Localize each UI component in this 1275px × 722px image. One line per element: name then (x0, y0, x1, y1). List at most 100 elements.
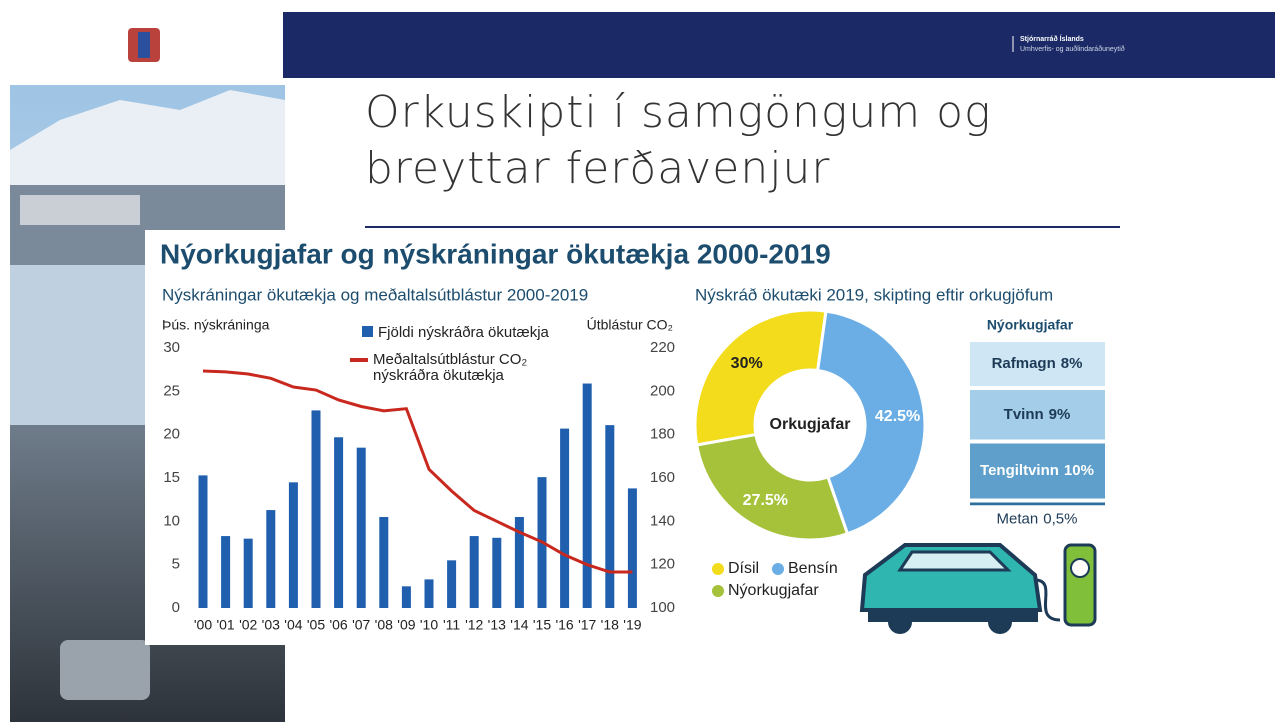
bar (356, 447, 366, 608)
bar (582, 383, 592, 608)
x-tick-label: '13 (488, 617, 506, 633)
donut-slice (695, 432, 850, 542)
chart-title: Nýskráð ökutæki 2019, skipting eftir ork… (695, 285, 1053, 304)
legend-swatch (712, 563, 724, 575)
legend-label: Fjöldi nýskráðra ökutækja (378, 324, 549, 341)
x-tick-label: '19 (623, 617, 641, 633)
y-tick-label: 20 (163, 426, 180, 443)
breakdown-name: Metan (997, 510, 1039, 527)
legend-label: Meðaltalsútblástur CO₂ nýskráðra ökutækj… (373, 351, 528, 384)
breakdown-value: 0,5% (1043, 510, 1077, 527)
legend-swatch (772, 563, 784, 575)
y2-tick-label: 140 (650, 512, 675, 529)
y-tick-label: 5 (172, 556, 180, 573)
y2-tick-label: 160 (650, 469, 675, 486)
breakdown-name: Tengiltvinn (980, 462, 1059, 479)
bar (447, 560, 457, 608)
x-tick-label: '03 (262, 617, 280, 633)
y2-tick-label: 100 (650, 599, 675, 616)
infographic-title: Nýorkugjafar og nýskráningar ökutækja 20… (160, 238, 831, 269)
x-tick-label: '06 (329, 617, 347, 633)
donut-slice (693, 308, 828, 447)
data-label: 27.5% (743, 492, 788, 509)
y-tick-label: 15 (163, 469, 180, 486)
data-label: 30% (731, 355, 763, 372)
bar (492, 537, 502, 608)
x-tick-label: '04 (284, 617, 302, 633)
y-tick-label: 25 (163, 382, 180, 399)
line (202, 369, 633, 574)
legend-entry: Fjöldi nýskráðra ökutækja (362, 325, 549, 341)
legend-swatch (712, 585, 724, 597)
y2-tick-label: 120 (650, 556, 675, 573)
x-tick-label: '17 (578, 617, 596, 633)
breakdown-value: 10% (1064, 462, 1094, 479)
mountain (10, 90, 285, 200)
car (60, 640, 150, 700)
bar (627, 488, 637, 608)
bar (424, 579, 434, 608)
data-label: 42.5% (875, 408, 920, 425)
x-tick-label: '01 (216, 617, 234, 633)
building (20, 195, 140, 225)
bar (266, 510, 276, 608)
x-tick-label: '14 (510, 617, 528, 633)
bar (334, 437, 344, 608)
bar (198, 475, 208, 608)
breakdown-name: Rafmagn (992, 355, 1056, 372)
legend-swatch (350, 358, 368, 362)
bar (401, 586, 411, 608)
breakdown-label: Tengiltvinn 10% (980, 462, 1094, 479)
bar (469, 536, 479, 608)
breakdown-box (970, 502, 1105, 506)
breakdown-box (970, 443, 1105, 499)
bar (243, 538, 253, 608)
ministry: Stjórnarráð Íslands (1020, 34, 1084, 43)
x-tick-label: '11 (443, 617, 460, 633)
x-tick-label: '05 (307, 617, 325, 633)
bar (605, 425, 615, 608)
bar (514, 517, 524, 608)
x-tick-label: '02 (239, 617, 257, 633)
legend-label: Dísil (728, 560, 759, 577)
bar (288, 482, 298, 608)
breakdown-value: 8% (1061, 355, 1083, 372)
chart-title: Nýskráningar ökutækja og meðaltalsútblás… (162, 285, 588, 304)
title-box: Orkuskipti í samgöngum og breyttar ferða… (365, 87, 992, 194)
legend-swatch (362, 326, 373, 337)
x-tick-label: '09 (397, 617, 415, 633)
crest (138, 32, 150, 58)
legend-label: Bensín (788, 560, 838, 577)
x-tick-label: '18 (601, 617, 619, 633)
x-tick-label: '12 (465, 617, 483, 633)
x-tick-label: '07 (352, 617, 370, 633)
breakdown-label: Tvinn 9% (1004, 406, 1071, 423)
department: Umhverfis- og auðlindaráðuneytið (1020, 45, 1125, 53)
bar (560, 428, 570, 608)
x-tick-label: '16 (555, 617, 573, 633)
breakdown-value: 9% (1049, 406, 1071, 423)
breakdown-label: Rafmagn 8% (992, 355, 1083, 372)
x-tick-label: '10 (420, 617, 438, 633)
y-tick-label: 0 (172, 599, 180, 616)
y2-tick-label: 180 (650, 426, 675, 443)
y-tick-label: 30 (163, 339, 180, 356)
legend-label: Nýorkugjafar (728, 582, 819, 599)
breakdown-name: Tvinn (1004, 406, 1044, 423)
y-axis-title: Þús. nýskráninga (162, 317, 270, 333)
y2-axis-title: Útblástur CO₂ (587, 317, 673, 333)
bar (379, 517, 389, 608)
breakdown-title: Nýorkugjafar (987, 317, 1074, 333)
center-label: Orkugjafar (770, 416, 851, 433)
y2-tick-label: 200 (650, 382, 675, 399)
bar (311, 410, 321, 608)
x-tick-label: '00 (194, 617, 212, 633)
slide-title: Orkuskipti í samgöngum og breyttar ferða… (365, 87, 992, 194)
car-illustration (859, 543, 1097, 634)
header-bar (283, 12, 1275, 78)
x-tick-label: '15 (533, 617, 551, 633)
y-tick-label: 10 (163, 512, 180, 529)
breakdown-box (970, 342, 1105, 386)
